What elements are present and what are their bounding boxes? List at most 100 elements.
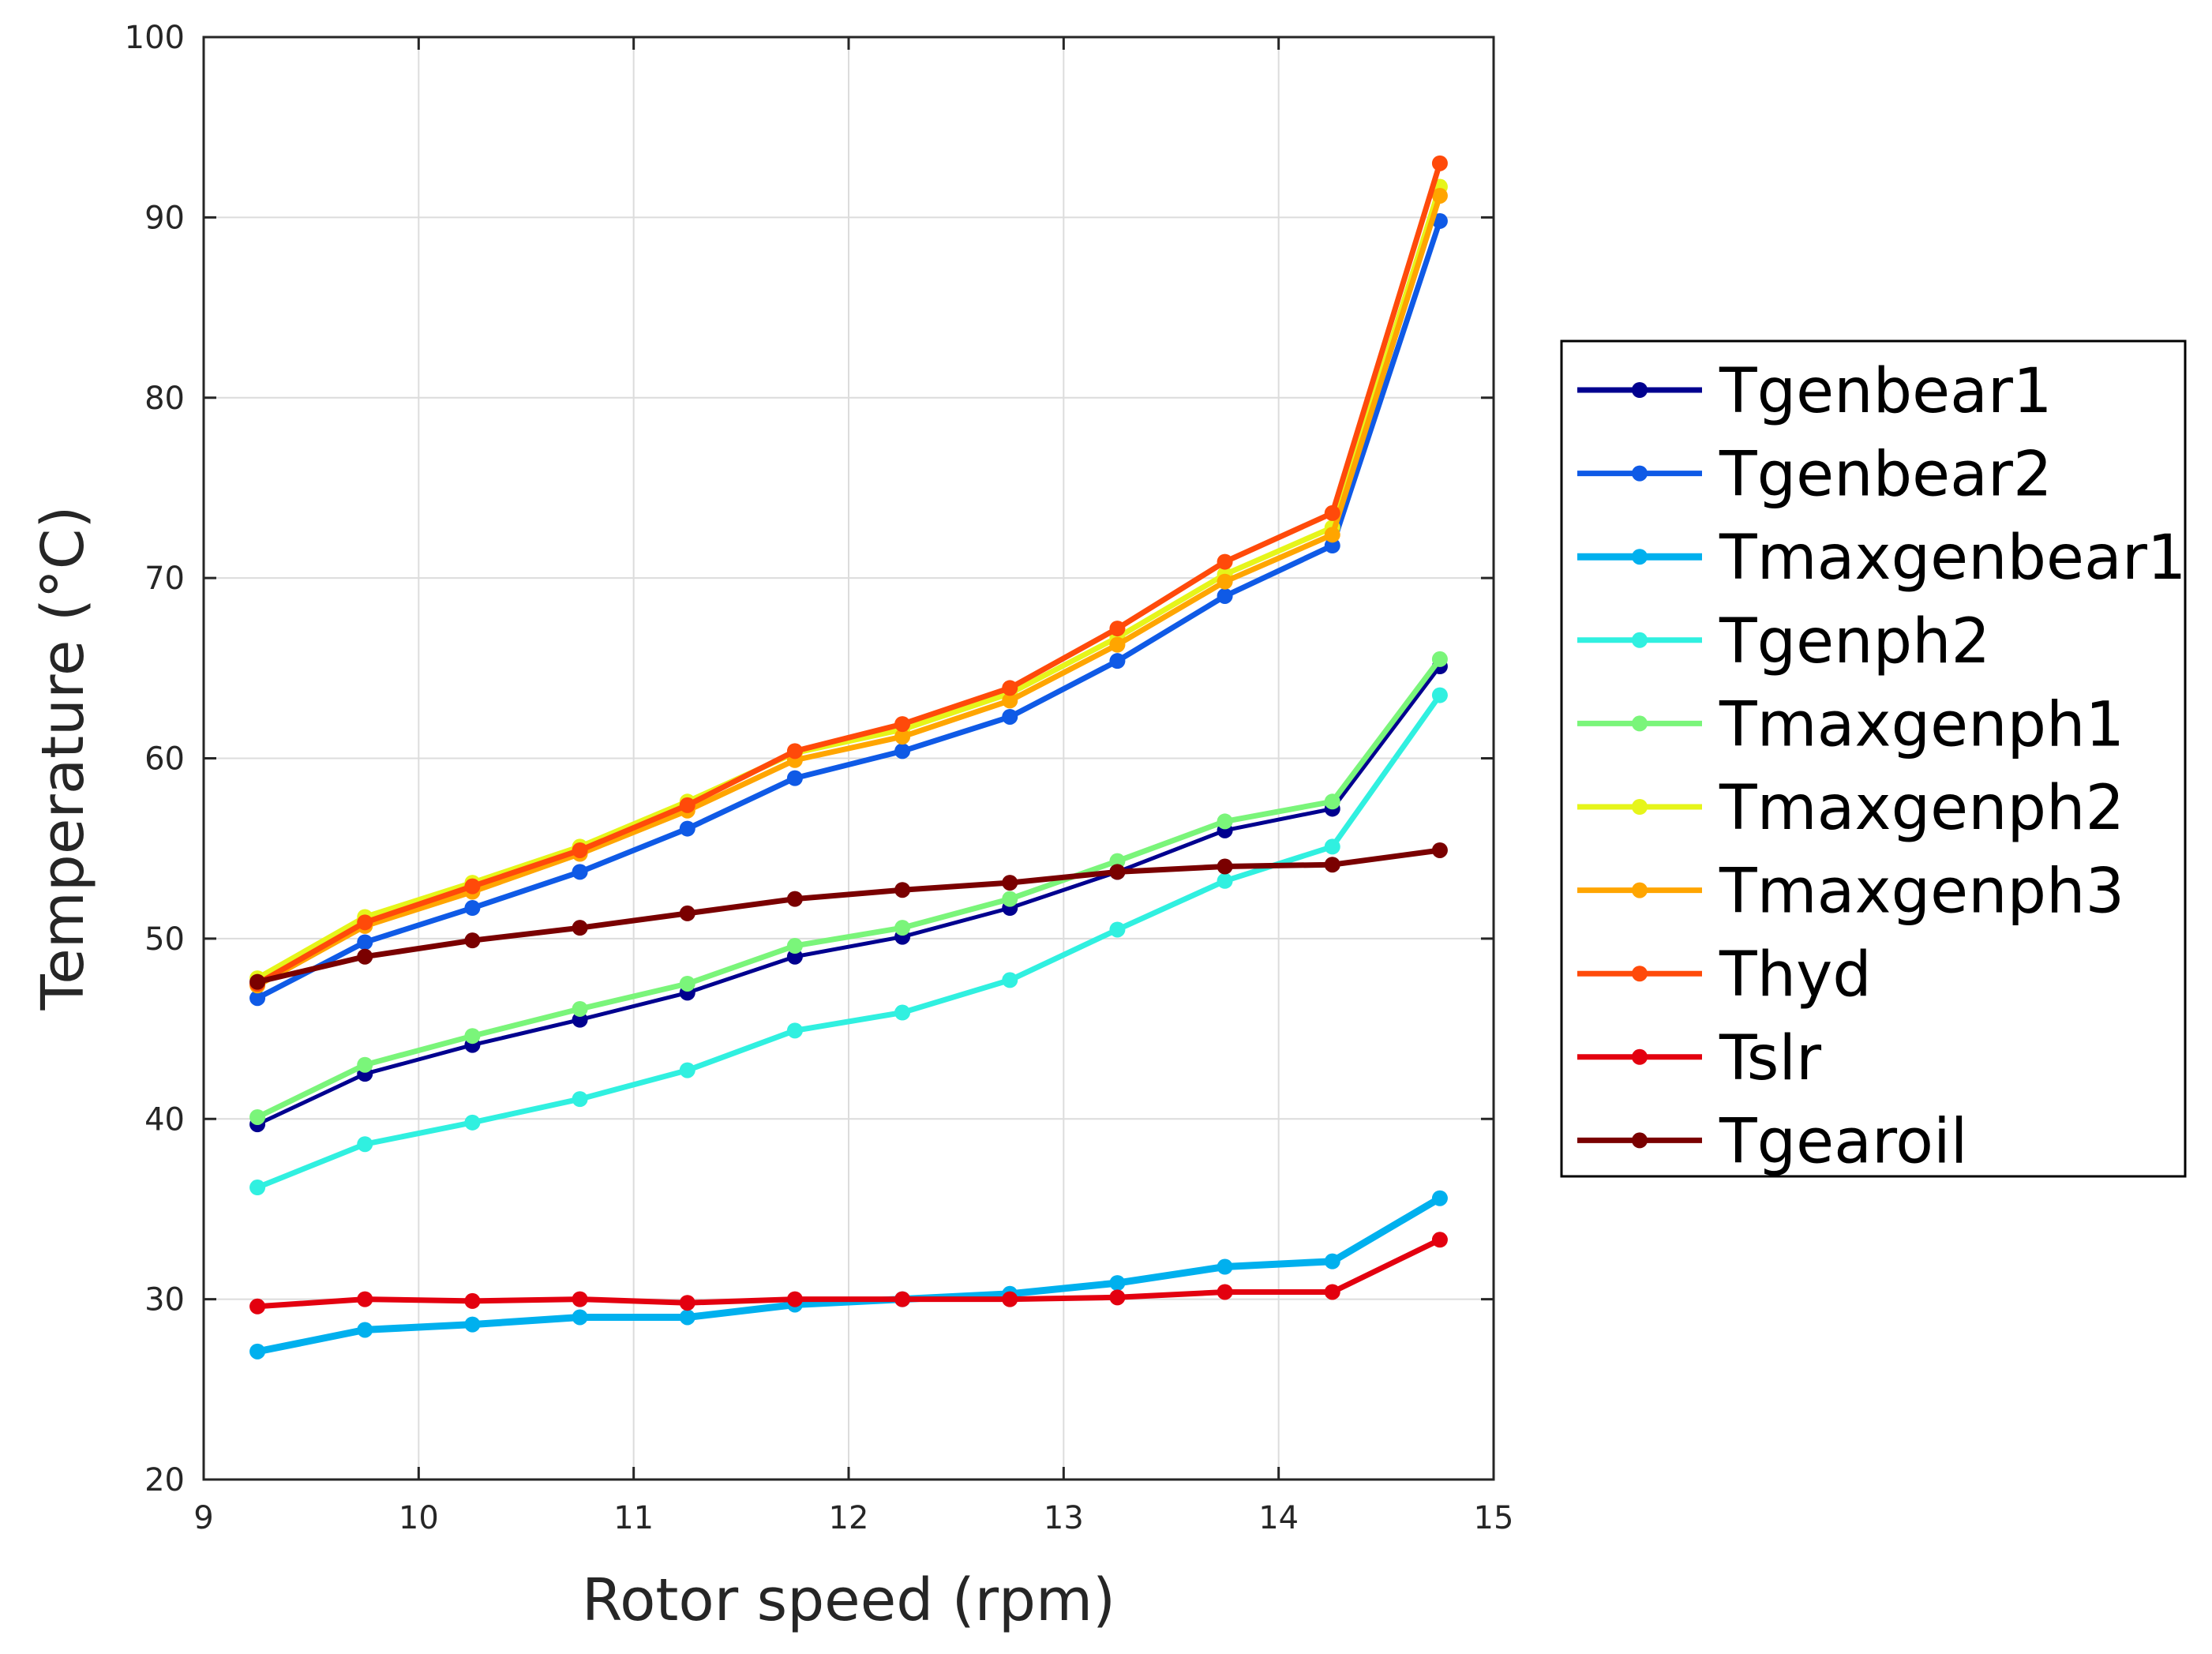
data-point-tgearoil [357,948,373,965]
data-point-tmaxgenph3 [1324,527,1340,543]
legend-label: Thyd [1719,940,1872,1011]
data-point-tgenbear2 [1002,708,1018,725]
data-point-tmaxgenph3 [1109,636,1126,653]
legend: Tgenbear1 Tgenbear2 Tmaxgenbear1 Tgenph2 Tma… [1560,339,2187,1178]
data-point-tmaxgenph1 [249,1108,266,1125]
series-line-tgenph2 [254,692,1443,1191]
data-point-tslr [894,1291,911,1307]
series-line-tgenbear1 [255,664,1442,1127]
data-point-tslr [572,1291,588,1307]
legend-swatch-marker [1632,799,1648,815]
series-line-thyd [254,160,1443,987]
data-point-tmaxgenph3 [894,729,911,745]
legend-label: Tmaxgenph3 [1719,857,2124,928]
data-point-tmaxgenph3 [1217,573,1233,590]
data-point-tslr [1217,1284,1233,1300]
y-tick-label: 20 [144,1462,185,1498]
data-point-tgenbear2 [894,743,911,759]
series-layer [249,155,1448,1360]
data-point-thyd [679,797,695,813]
data-point-tslr [1431,1232,1448,1248]
data-point-tgenbear2 [1109,653,1126,669]
data-point-tmaxgenph1 [1002,891,1018,907]
series-tgearoil [249,842,1448,990]
y-tick-label: 90 [144,200,185,236]
data-point-tmaxgenph1 [1431,651,1448,667]
legend-swatch-marker [1632,382,1648,398]
data-point-tgearoil [1324,857,1340,873]
data-point-tgenbear2 [1324,538,1340,554]
data-point-tgenbear1 [572,1011,588,1028]
legend-entry-tmaxgenbear1: Tmaxgenbear1 [1577,523,2187,594]
legend-box [1560,339,2187,1178]
x-tick-label: 10 [399,1500,439,1536]
series-tslr [249,1232,1448,1315]
data-point-thyd [1324,504,1340,521]
data-point-tmaxgenbear1 [357,1322,373,1338]
data-point-tslr [786,1291,803,1307]
legend-label: Tgearoil [1719,1106,1967,1177]
y-tick-label: 80 [144,381,185,417]
data-point-thyd [357,914,373,931]
y-tick-label: 30 [144,1282,185,1318]
series-line-tmaxgenph1 [254,656,1443,1120]
series-line-tmaxgenph2 [254,184,1443,981]
data-point-tmaxgenph1 [1109,853,1126,869]
data-point-tgenbear2 [357,934,373,951]
data-point-tgenph2 [1109,921,1126,938]
legend-entry-tslr: Tslr [1577,1023,1822,1094]
data-point-tmaxgenph1 [572,1000,588,1017]
data-point-tgearoil [572,920,588,936]
legend-swatch-marker [1632,465,1648,482]
data-point-thyd [572,842,588,858]
data-point-tgenbear2 [1217,587,1233,604]
legend-label: Tmaxgenph2 [1719,773,2124,844]
data-point-tmaxgenph1 [464,1028,481,1045]
x-tick-label: 14 [1258,1500,1299,1536]
data-point-tgenbear1 [786,948,803,965]
data-point-tgenbear2 [464,900,481,917]
data-point-tmaxgenph1 [1217,813,1233,830]
legend-swatch-marker [1632,882,1648,898]
data-point-tgearoil [1217,858,1233,875]
y-axis-label: Temperature (°C) [29,506,97,1011]
legend-entry-tmaxgenph3: Tmaxgenph3 [1577,857,2124,928]
data-point-tgenbear2 [572,864,588,880]
data-point-tgenbear2 [249,990,266,1007]
legend-entry-tmaxgenph1: Tmaxgenph1 [1577,689,2124,760]
x-tick-label: 11 [613,1500,654,1536]
y-tick-label: 70 [144,561,185,597]
data-point-tmaxgenph3 [1002,692,1018,709]
series-tmaxgenph1 [249,651,1448,1125]
data-point-tmaxgenbear1 [572,1309,588,1326]
data-point-tslr [357,1291,373,1307]
data-point-tmaxgenbear1 [679,1309,695,1326]
legend-swatch-marker [1632,549,1648,565]
x-axis-label: Rotor speed (rpm) [582,1566,1115,1634]
data-point-tmaxgenph3 [1431,187,1448,204]
data-point-tmaxgenph1 [1324,793,1340,810]
data-point-tgearoil [249,973,266,990]
data-point-thyd [1002,680,1018,696]
data-point-tgenbear2 [679,820,695,837]
data-point-tgearoil [1109,864,1126,880]
series-line-tgearoil [254,847,1443,985]
data-point-tgenph2 [1002,972,1018,988]
data-point-tslr [1109,1289,1126,1306]
data-point-thyd [786,743,803,759]
legend-label: Tmaxgenph1 [1719,689,2124,760]
data-point-tmaxgenbear1 [1217,1258,1233,1275]
x-tick-label: 9 [193,1500,213,1536]
data-point-tmaxgenbear1 [464,1316,481,1333]
data-point-tslr [679,1295,695,1311]
legend-label: Tmaxgenbear1 [1719,523,2187,594]
legend-entry-tgearoil: Tgearoil [1577,1106,1967,1177]
legend-entry-tgenbear2: Tgenbear2 [1577,440,2053,511]
series-line-tmaxgenph3 [254,193,1443,988]
x-tick-label: 13 [1044,1500,1084,1536]
legend-swatch-marker [1632,966,1648,982]
data-point-tgenph2 [894,1004,911,1021]
data-point-tgearoil [679,905,695,921]
y-tick-label: 40 [144,1101,185,1138]
